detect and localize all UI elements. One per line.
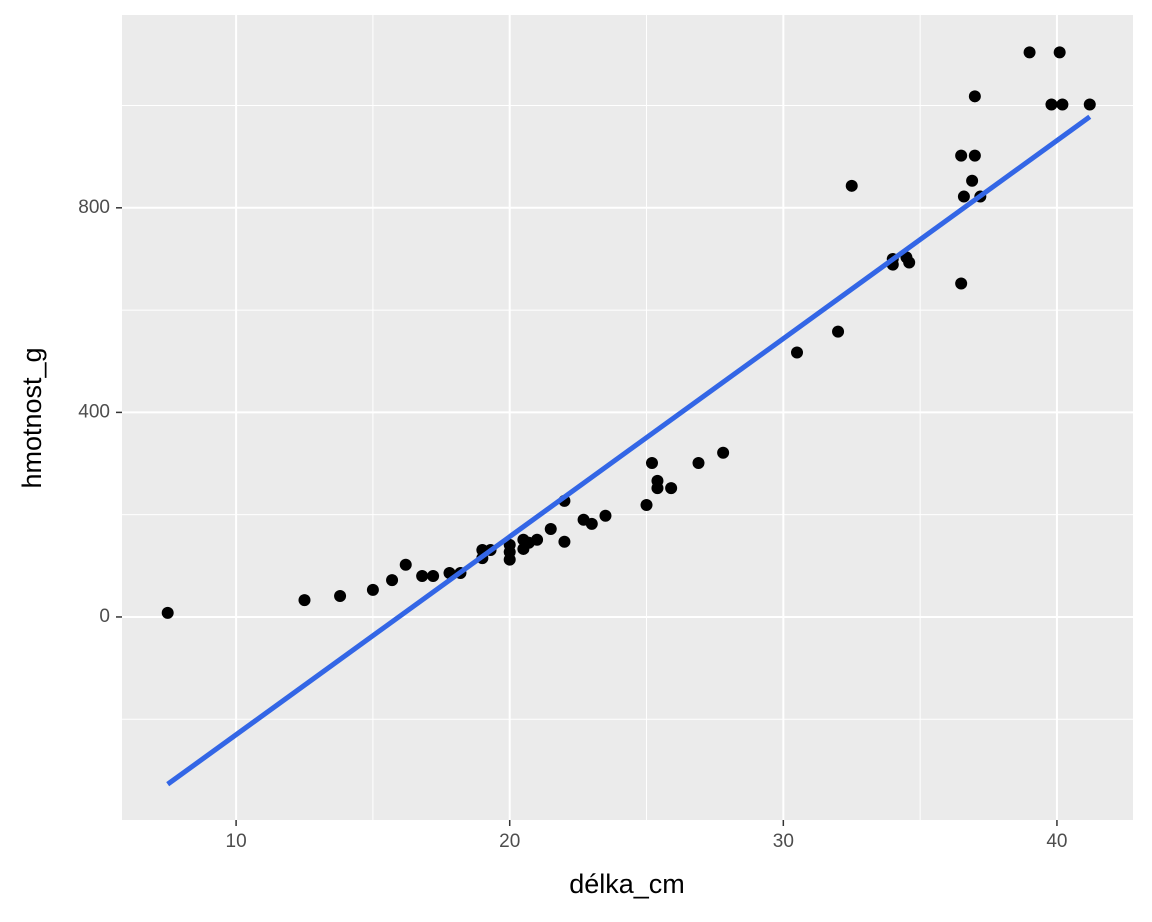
- data-point: [645, 457, 658, 470]
- data-point: [416, 570, 429, 583]
- x-tick-label: 40: [1046, 831, 1067, 852]
- data-point: [1045, 98, 1058, 111]
- data-point: [427, 570, 440, 583]
- data-point: [334, 589, 347, 602]
- data-point: [1056, 98, 1069, 111]
- data-point: [161, 606, 174, 619]
- data-point: [503, 553, 516, 566]
- y-tick-label: 800: [78, 197, 110, 218]
- data-point: [832, 325, 845, 338]
- data-point: [955, 277, 968, 290]
- data-point: [366, 583, 379, 596]
- y-tick-label: 400: [78, 401, 110, 422]
- data-point: [665, 482, 678, 495]
- fit-line: [166, 114, 1092, 787]
- data-point: [903, 256, 916, 269]
- data-point: [845, 179, 858, 192]
- data-point: [386, 574, 399, 587]
- data-point: [717, 446, 730, 459]
- y-axis-title: hmotnost_g: [17, 347, 47, 488]
- data-point: [585, 517, 598, 530]
- data-point: [640, 498, 653, 511]
- data-point: [1083, 98, 1096, 111]
- data-point: [957, 190, 970, 203]
- data-point: [966, 174, 979, 187]
- data-point: [955, 149, 968, 162]
- y-tick-label: 0: [99, 606, 110, 627]
- data-point: [599, 509, 612, 522]
- panel: [122, 15, 1133, 820]
- data-point: [968, 149, 981, 162]
- data-point: [399, 558, 412, 571]
- data-point: [968, 90, 981, 103]
- data-point: [544, 522, 557, 535]
- data-point: [692, 457, 705, 470]
- data-point: [651, 482, 664, 495]
- data-point: [298, 594, 311, 607]
- x-tick-label: 20: [499, 831, 520, 852]
- x-tick-label: 10: [226, 831, 247, 852]
- x-tick-label: 30: [773, 831, 794, 852]
- data-point: [558, 535, 571, 548]
- data-point: [1053, 46, 1066, 59]
- data-point: [1023, 46, 1036, 59]
- data-point: [531, 533, 544, 546]
- x-axis-title: délka_cm: [569, 869, 685, 899]
- data-point: [791, 346, 804, 359]
